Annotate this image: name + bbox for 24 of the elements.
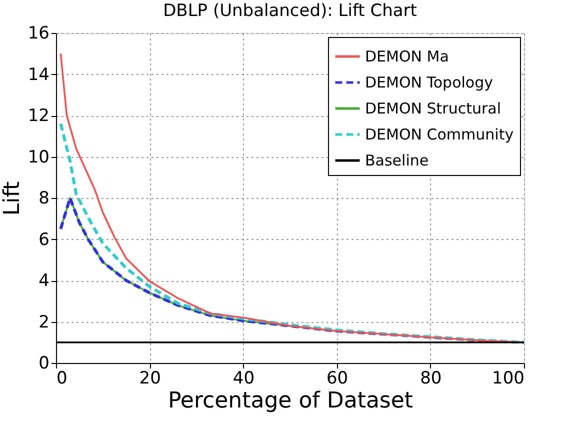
y-tick-label: 8 [38, 188, 50, 208]
x-axis-title: Percentage of Dataset [168, 388, 414, 414]
y-tick-label: 16 [28, 24, 50, 44]
x-tick-label: 0 [56, 368, 68, 388]
legend-label: DEMON Structural [365, 100, 502, 118]
y-axis-title: Lift [0, 180, 25, 216]
y-tick-label: 6 [38, 230, 50, 250]
y-tick-label: 2 [38, 312, 50, 332]
legend-label: DEMON Ma [365, 48, 449, 66]
legend-label: DEMON Community [365, 126, 514, 144]
y-tick-label: 4 [38, 271, 50, 291]
y-tick-label: 10 [28, 147, 50, 168]
line-series [59, 122, 524, 344]
chart-title: DBLP (Unbalanced): Lift Chart [163, 1, 418, 21]
y-tick-label: 14 [28, 64, 50, 85]
legend-label: DEMON Topology [365, 74, 494, 92]
x-tick-label: 40 [232, 368, 255, 388]
x-tick-label: 80 [420, 368, 442, 388]
y-tick-label: 0 [38, 354, 50, 374]
legend-label: Baseline [365, 152, 429, 170]
x-tick-label: 20 [139, 368, 161, 388]
x-tick-label: 60 [326, 368, 348, 388]
x-tick-label: 100 [492, 368, 524, 388]
y-tick-label: 12 [28, 106, 50, 126]
